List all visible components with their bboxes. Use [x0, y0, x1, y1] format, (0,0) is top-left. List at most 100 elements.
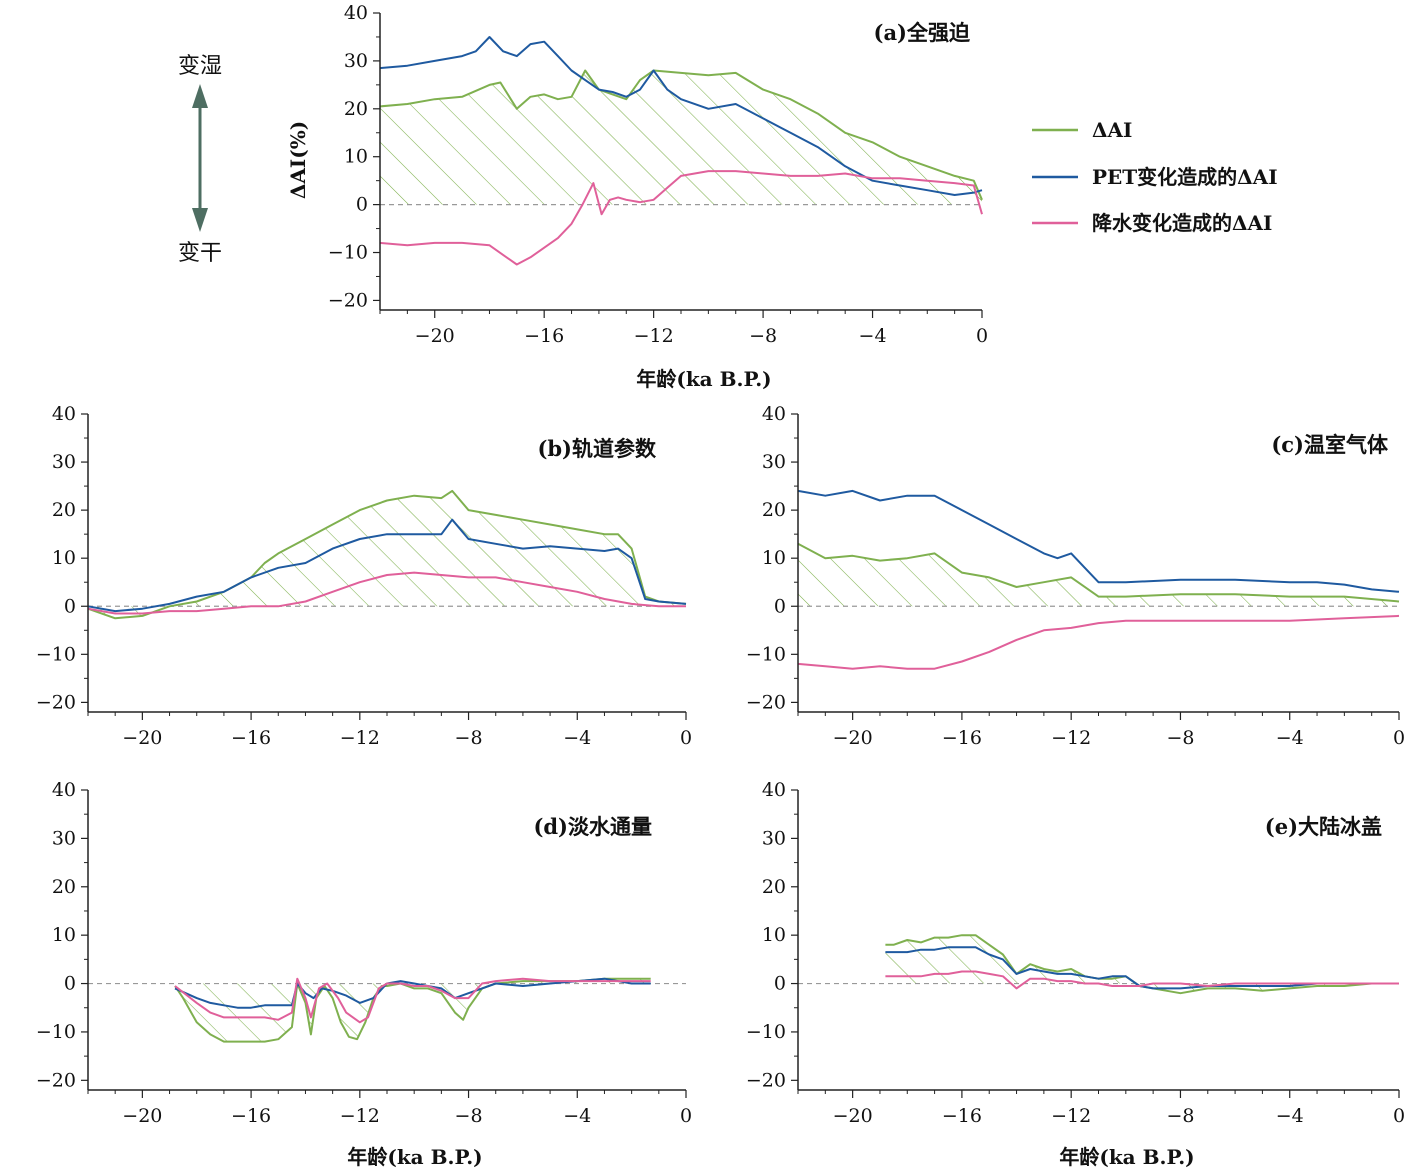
wet-label: 变湿	[178, 54, 222, 79]
y-tick-label-d: 0	[64, 973, 76, 995]
y-tick-label-c: 40	[762, 403, 786, 425]
x-tick-label-c: 0	[1393, 727, 1405, 749]
x-tick-label-c: −8	[1166, 727, 1194, 749]
series-line-ai-a	[379, 69, 983, 201]
panel-a: 40 30 20 10 0 −10 −20 −20 −16 −12 −8 −4 0	[328, 2, 988, 347]
panel-d-title: (d)淡水通量	[533, 814, 652, 839]
x-tick-label-d: 0	[680, 1105, 692, 1127]
y-tick-label-c: 10	[762, 547, 786, 569]
legend: ΔAI PET变化造成的ΔAI 降水变化造成的ΔAI	[1032, 118, 1278, 235]
y-tick-label-b: −20	[36, 691, 76, 713]
y-tick-label-b: 10	[52, 547, 76, 569]
panel-e-title: (e)大陆冰盖	[1265, 814, 1382, 839]
dry-label: 变干	[178, 241, 222, 266]
legend-label-pre: 降水变化造成的ΔAI	[1092, 211, 1272, 235]
legend-label-ai: ΔAI	[1092, 118, 1132, 142]
x-tick-label-b: −20	[122, 727, 162, 749]
x-tick-label-a: 0	[976, 325, 988, 347]
x-tick-label-e: 0	[1393, 1105, 1405, 1127]
series-line-pet-e	[885, 946, 1399, 990]
y-tick-label-d: 10	[52, 924, 76, 946]
panel-c-title: (c)温室气体	[1271, 432, 1389, 457]
wet-dry-annotation: 变湿 变干	[178, 54, 222, 266]
panel-a-title: (a)全强迫	[874, 20, 971, 45]
x-tick-label-c: −4	[1276, 727, 1304, 749]
y-tick-label-e: 20	[762, 876, 786, 898]
y-tick-label-c: 20	[762, 499, 786, 521]
panel-e-xlabel: 年龄(ka B.P.)	[1059, 1145, 1194, 1169]
series-line-pre-a	[379, 170, 983, 266]
panel-d-xlabel: 年龄(ka B.P.)	[347, 1145, 482, 1169]
panel-c: 40 30 20 10 0 −10 −20 −20 −16 −12 −8 −4 0	[746, 403, 1405, 749]
x-tick-label-d: −8	[455, 1105, 483, 1127]
hatch-area-c	[798, 543, 1399, 607]
y-tick-label-a: 0	[356, 194, 368, 216]
y-tick-label-e: 0	[774, 973, 786, 995]
y-tick-label-d: −20	[36, 1069, 76, 1091]
panel-e: 40 30 20 10 0 −10 −20 −20 −16 −12 −8 −4 0	[746, 779, 1405, 1127]
y-tick-label-a: 20	[344, 98, 368, 120]
y-tick-label-c: 30	[762, 451, 786, 473]
panel-a-xlabel: 年龄(ka B.P.)	[636, 367, 771, 391]
x-tick-label-b: −12	[340, 727, 380, 749]
x-tick-label-e: −4	[1276, 1105, 1304, 1127]
x-tick-label-e: −20	[833, 1105, 873, 1127]
y-tick-label-a: 40	[344, 2, 368, 24]
y-tick-label-c: 0	[774, 595, 786, 617]
y-tick-label-a: −20	[328, 289, 368, 311]
series-line-pre-c	[797, 614, 1400, 670]
x-tick-label-c: −16	[942, 727, 982, 749]
y-tick-label-e: −20	[746, 1069, 786, 1091]
y-tick-label-b: 20	[52, 499, 76, 521]
series-line-pre-e	[885, 970, 1399, 990]
x-tick-label-a: −16	[524, 325, 564, 347]
series-line-pre-b	[87, 571, 686, 615]
y-tick-label-c: −10	[746, 643, 786, 665]
x-tick-label-a: −20	[415, 325, 455, 347]
x-tick-label-c: −12	[1051, 727, 1091, 749]
y-tick-label-d: 20	[52, 876, 76, 898]
y-tick-label-c: −20	[746, 691, 786, 713]
series-line-pet-d	[174, 977, 651, 1009]
series-line-ai-c	[797, 542, 1400, 603]
hatch-area-a	[380, 70, 982, 205]
hatch-area-b	[88, 490, 686, 619]
x-tick-label-d: −20	[122, 1105, 162, 1127]
x-tick-label-b: −8	[455, 727, 483, 749]
y-tick-label-a: 10	[344, 146, 368, 168]
y-tick-label-e: 30	[762, 827, 786, 849]
arrow-up-icon	[192, 84, 208, 108]
y-tick-label-e: −10	[746, 1021, 786, 1043]
x-tick-label-a: −8	[749, 325, 777, 347]
x-tick-label-e: −16	[942, 1105, 982, 1127]
panel-a-ylabel: ΔAI(%)	[286, 121, 310, 199]
legend-label-pet: PET变化造成的ΔAI	[1092, 165, 1278, 189]
y-tick-label-b: −10	[36, 643, 76, 665]
x-tick-label-b: 0	[680, 727, 692, 749]
x-tick-label-b: −16	[231, 727, 271, 749]
x-tick-label-b: −4	[563, 727, 591, 749]
y-tick-label-a: −10	[328, 242, 368, 264]
y-tick-label-e: 10	[762, 924, 786, 946]
y-tick-label-e: 40	[762, 779, 786, 801]
y-tick-label-b: 40	[52, 403, 76, 425]
y-tick-label-b: 0	[64, 595, 76, 617]
x-tick-label-d: −12	[340, 1105, 380, 1127]
arrow-down-icon	[192, 208, 208, 232]
x-tick-label-c: −20	[833, 727, 873, 749]
panel-d: 40 30 20 10 0 −10 −20 −20 −16 −12 −8 −4 0	[36, 779, 692, 1127]
x-tick-label-e: −8	[1166, 1105, 1194, 1127]
x-tick-label-e: −12	[1051, 1105, 1091, 1127]
y-tick-label-b: 30	[52, 451, 76, 473]
series-line-pet-c	[797, 489, 1400, 593]
series-line-pet-b	[87, 518, 687, 613]
y-tick-label-d: −10	[36, 1021, 76, 1043]
panel-b: 40 30 20 10 0 −10 −20 −20 −16 −12 −8 −4 0	[36, 403, 692, 749]
hatch-area-e	[885, 935, 1399, 994]
x-tick-label-d: −16	[231, 1105, 271, 1127]
series-line-ai-b	[87, 489, 687, 620]
x-tick-label-a: −12	[634, 325, 674, 347]
y-tick-label-d: 30	[52, 827, 76, 849]
y-tick-label-a: 30	[344, 50, 368, 72]
